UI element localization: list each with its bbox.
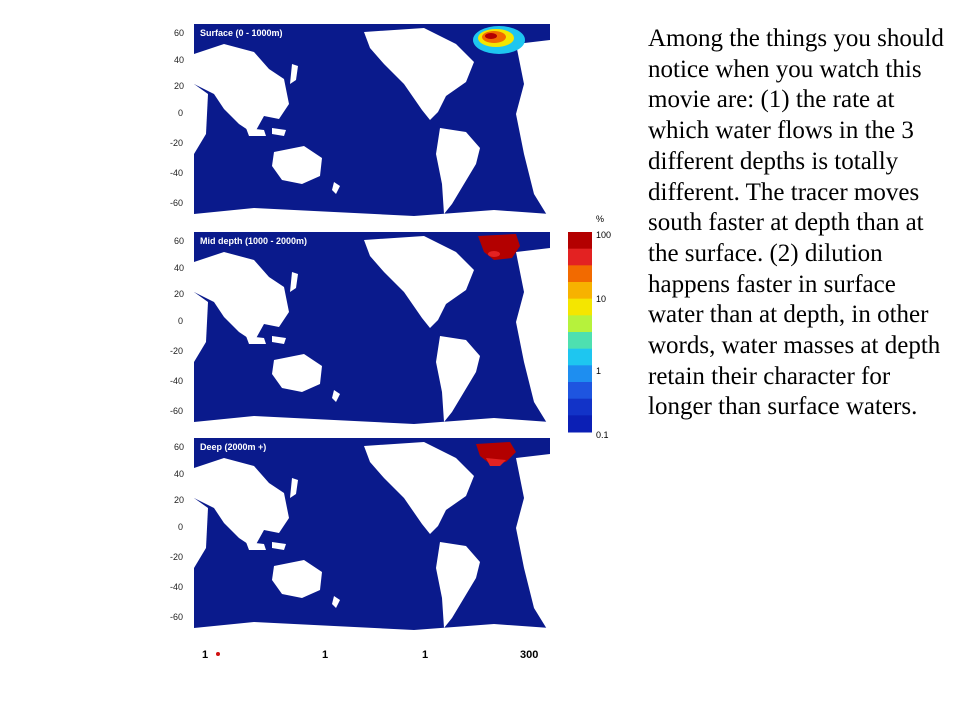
ytick-40: 40: [174, 469, 184, 479]
ytick-minus20: -20: [170, 346, 183, 356]
ytick-minus40: -40: [170, 376, 183, 386]
map-area: [194, 232, 550, 428]
ytick-0: 0: [178, 108, 183, 118]
ytick-0: 0: [178, 316, 183, 326]
tracer-plume: [473, 26, 525, 54]
timeline-label-start: 1: [202, 649, 208, 661]
north-america-landmass: [364, 236, 474, 328]
ytick-60: 60: [174, 236, 184, 246]
australia-landmass: [272, 354, 322, 392]
ytick-20: 20: [174, 495, 184, 505]
ytick-0: 0: [178, 522, 183, 532]
y-axis-ticks: 60 40 20 0 -20 -40 -60: [170, 442, 184, 622]
ytick-40: 40: [174, 263, 184, 273]
colorbar-swatch: [568, 348, 592, 366]
panel-title: Mid depth (1000 - 2000m): [200, 236, 307, 246]
europe-africa-landmass: [516, 454, 550, 634]
colorbar-swatch: [568, 365, 592, 383]
timeline-axis: 1 1 1 300: [190, 640, 550, 664]
japan-island: [290, 478, 298, 498]
asia-landmass: [194, 44, 289, 134]
colorbar-swatch: [568, 248, 592, 266]
ytick-60: 60: [174, 28, 184, 38]
colorbar-unit: %: [596, 214, 604, 224]
newzealand-islands: [332, 182, 340, 194]
y-axis-ticks: 60 40 20 0 -20 -40 -60: [170, 236, 184, 416]
surface-map-panel: 60 40 20 0 -20 -40 -60: [160, 22, 552, 224]
ytick-minus40: -40: [170, 582, 183, 592]
ytick-minus60: -60: [170, 612, 183, 622]
antarctica-landmass: [194, 208, 550, 220]
panel-title: Deep (2000m +): [200, 442, 266, 452]
colorbar-label-0.1: 0.1: [596, 430, 609, 440]
timeline-label-end: 300: [520, 649, 538, 661]
ytick-minus20: -20: [170, 138, 183, 148]
colorbar-swatch: [568, 332, 592, 350]
colorbar-swatch: [568, 382, 592, 400]
ytick-60: 60: [174, 442, 184, 452]
colorbar-label-100: 100: [596, 230, 611, 240]
south-america-landmass: [436, 128, 480, 214]
south-america-landmass: [436, 542, 480, 628]
deep-map-svg: 60 40 20 0 -20 -40 -60 Deep (2000m +: [170, 438, 550, 634]
indonesia-islands: [246, 128, 286, 136]
ytick-20: 20: [174, 81, 184, 91]
caption-text: Among the things you should notice when …: [648, 25, 951, 421]
colorbar-swatch: [568, 282, 592, 300]
north-america-landmass: [364, 442, 474, 534]
ytick-20: 20: [174, 289, 184, 299]
indonesia-islands: [246, 336, 286, 344]
timeline-marker-dot: [216, 652, 220, 656]
asia-landmass: [194, 252, 289, 342]
ytick-40: 40: [174, 55, 184, 65]
tracer-plume: [478, 234, 520, 260]
north-america-landmass: [364, 28, 474, 120]
ytick-minus40: -40: [170, 168, 183, 178]
colorbar-swatch: [568, 265, 592, 283]
colorbar: % 100 10 1 0.1: [560, 212, 620, 442]
newzealand-islands: [332, 390, 340, 402]
south-america-landmass: [436, 336, 480, 422]
asia-landmass: [194, 458, 289, 548]
colorbar-label-1: 1: [596, 366, 601, 376]
timeline-svg: 1 1 1 300: [202, 649, 538, 661]
timeline-label-2: 1: [322, 649, 328, 661]
timeline-label-3: 1: [422, 649, 428, 661]
map-area: [194, 438, 550, 634]
y-axis-ticks: 60 40 20 0 -20 -40 -60: [170, 28, 184, 208]
tracer-plume: [476, 442, 516, 466]
ytick-minus60: -60: [170, 198, 183, 208]
colorbar-swatch: [568, 415, 592, 433]
africa-landmass: [194, 292, 208, 362]
surface-map-svg: 60 40 20 0 -20 -40 -60: [170, 24, 550, 220]
australia-landmass: [272, 560, 322, 598]
antarctica-landmass: [194, 416, 550, 428]
colorbar-swatch: [568, 398, 592, 416]
colorbar-svg: % 100 10 1 0.1: [568, 214, 611, 440]
panel-title: Surface (0 - 1000m): [200, 28, 283, 38]
colorbar-swatch: [568, 232, 592, 250]
europe-africa-landmass: [516, 248, 550, 428]
ytick-minus20: -20: [170, 552, 183, 562]
map-area: [194, 24, 550, 220]
africa-landmass: [194, 498, 208, 568]
middepth-map-panel: 60 40 20 0 -20 -40 -60 Mid depth (10: [160, 230, 552, 432]
colorbar-swatch: [568, 298, 592, 316]
africa-landmass: [194, 84, 208, 154]
europe-africa-landmass: [516, 40, 550, 220]
colorbar-swatch: [568, 315, 592, 333]
deep-map-panel: 60 40 20 0 -20 -40 -60 Deep (2000m +: [160, 436, 552, 638]
indonesia-islands: [246, 542, 286, 550]
japan-island: [290, 272, 298, 292]
middepth-map-svg: 60 40 20 0 -20 -40 -60 Mid depth (10: [170, 232, 550, 428]
japan-island: [290, 64, 298, 84]
colorbar-swatches: [568, 232, 592, 433]
australia-landmass: [272, 146, 322, 184]
colorbar-label-10: 10: [596, 294, 606, 304]
ytick-minus60: -60: [170, 406, 183, 416]
antarctica-landmass: [194, 622, 550, 634]
newzealand-islands: [332, 596, 340, 608]
